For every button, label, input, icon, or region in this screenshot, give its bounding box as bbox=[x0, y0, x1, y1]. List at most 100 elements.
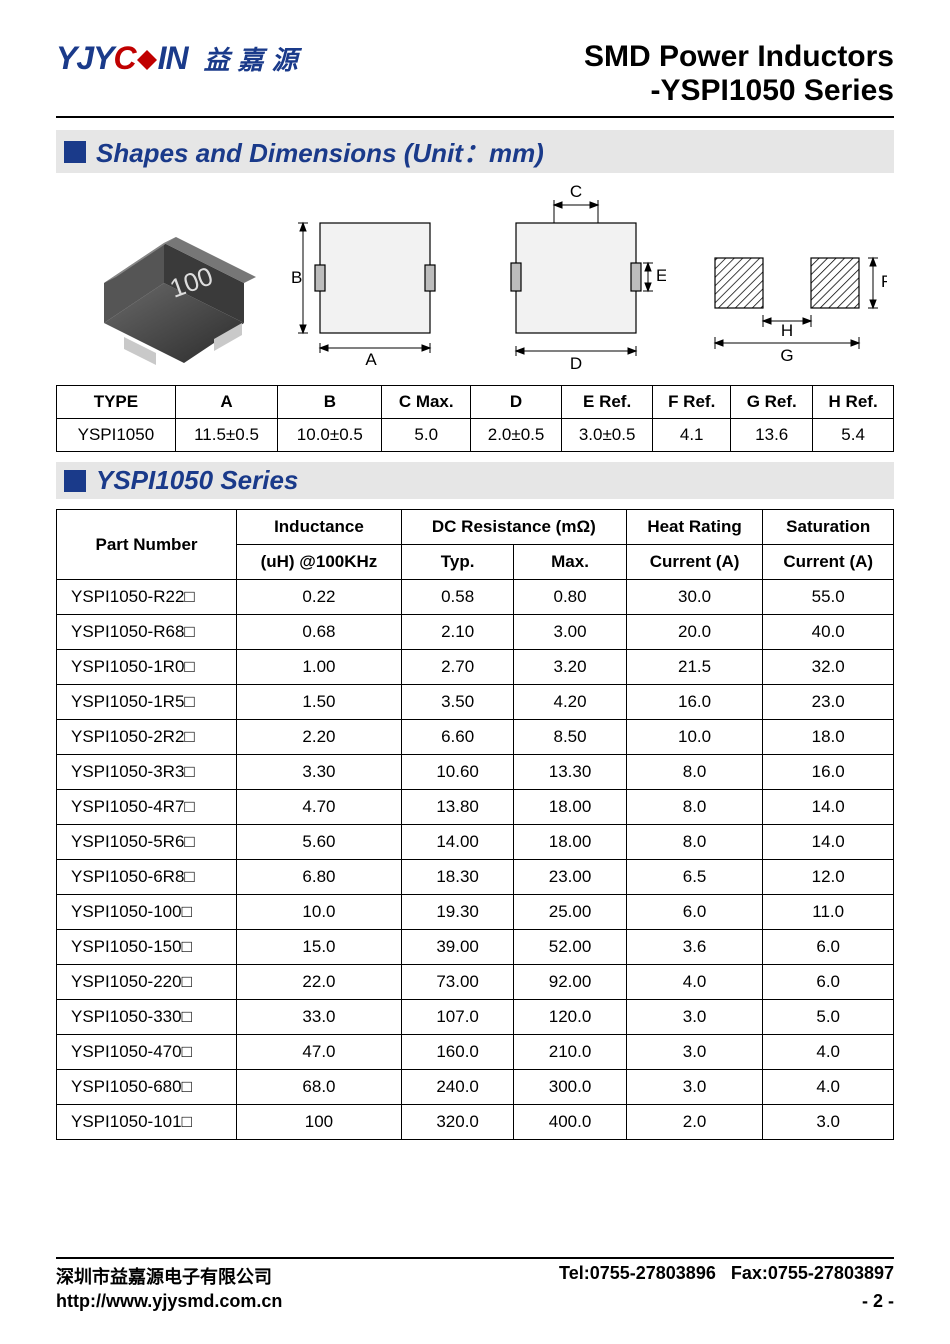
series-td: 16.0 bbox=[763, 755, 894, 790]
table-row: YSPI1050-3R3□3.3010.6013.308.016.0 bbox=[57, 755, 894, 790]
series-td: 3.0 bbox=[626, 1035, 763, 1070]
series-td: 13.30 bbox=[514, 755, 626, 790]
section-series-title: YSPI1050 Series bbox=[96, 465, 298, 496]
inductor-photo-icon: 100 bbox=[64, 203, 264, 373]
page: YJYC IN 益嘉源 SMD Power Inductors -YSPI105… bbox=[0, 0, 950, 1170]
series-td: 300.0 bbox=[514, 1070, 626, 1105]
series-td: 2.0 bbox=[626, 1105, 763, 1140]
series-td-pn: YSPI1050-4R7□ bbox=[57, 790, 237, 825]
series-td: 3.50 bbox=[401, 685, 513, 720]
footer-contact: Tel:0755-27803896 Fax:0755-27803897 bbox=[559, 1263, 894, 1289]
series-td: 2.20 bbox=[237, 720, 402, 755]
series-td: 3.20 bbox=[514, 650, 626, 685]
series-td: 92.00 bbox=[514, 965, 626, 1000]
series-th: Heat Rating bbox=[626, 510, 763, 545]
table-row: YSPI1050-100□10.019.3025.006.011.0 bbox=[57, 895, 894, 930]
series-td: 18.00 bbox=[514, 825, 626, 860]
series-td-pn: YSPI1050-470□ bbox=[57, 1035, 237, 1070]
series-th: DC Resistance (mΩ) bbox=[401, 510, 626, 545]
series-td: 73.00 bbox=[401, 965, 513, 1000]
diagram-cde: C D E bbox=[476, 183, 666, 373]
label-d: D bbox=[569, 354, 581, 373]
series-td: 6.60 bbox=[401, 720, 513, 755]
series-th-pn: Part Number bbox=[57, 510, 237, 580]
series-td: 3.0 bbox=[626, 1070, 763, 1105]
series-td-pn: YSPI1050-3R3□ bbox=[57, 755, 237, 790]
series-table: Part NumberInductanceDC Resistance (mΩ)H… bbox=[56, 509, 894, 1140]
series-td: 1.50 bbox=[237, 685, 402, 720]
section-series: YSPI1050 Series bbox=[56, 462, 894, 499]
dim-th: A bbox=[175, 386, 277, 419]
label-e: E bbox=[656, 266, 666, 285]
series-td: 240.0 bbox=[401, 1070, 513, 1105]
series-td: 100 bbox=[237, 1105, 402, 1140]
series-td: 52.00 bbox=[514, 930, 626, 965]
footer-company: 深圳市益嘉源电子有限公司 bbox=[56, 1263, 272, 1289]
series-td: 16.0 bbox=[626, 685, 763, 720]
table-row: YSPI1050-1R5□1.503.504.2016.023.0 bbox=[57, 685, 894, 720]
series-td: 4.20 bbox=[514, 685, 626, 720]
table-row: YSPI1050-680□68.0240.0300.03.04.0 bbox=[57, 1070, 894, 1105]
series-td: 4.0 bbox=[626, 965, 763, 1000]
series-td: 47.0 bbox=[237, 1035, 402, 1070]
title-block: SMD Power Inductors -YSPI1050 Series bbox=[584, 40, 894, 108]
series-td-pn: YSPI1050-101□ bbox=[57, 1105, 237, 1140]
series-td: 18.30 bbox=[401, 860, 513, 895]
series-td: 8.0 bbox=[626, 825, 763, 860]
diagrams: 100 A bbox=[56, 183, 894, 373]
series-td: 23.0 bbox=[763, 685, 894, 720]
series-td-pn: YSPI1050-5R6□ bbox=[57, 825, 237, 860]
series-td: 8.50 bbox=[514, 720, 626, 755]
series-td: 14.0 bbox=[763, 825, 894, 860]
series-td-pn: YSPI1050-330□ bbox=[57, 1000, 237, 1035]
series-td: 400.0 bbox=[514, 1105, 626, 1140]
series-td: 15.0 bbox=[237, 930, 402, 965]
series-td: 3.0 bbox=[626, 1000, 763, 1035]
series-td: 1.00 bbox=[237, 650, 402, 685]
series-th2: Typ. bbox=[401, 545, 513, 580]
series-td-pn: YSPI1050-6R8□ bbox=[57, 860, 237, 895]
dim-td: 5.0 bbox=[382, 419, 471, 452]
series-td-pn: YSPI1050-220□ bbox=[57, 965, 237, 1000]
label-h: H bbox=[780, 321, 792, 340]
header-divider bbox=[56, 116, 894, 118]
series-td: 0.58 bbox=[401, 580, 513, 615]
dim-th: TYPE bbox=[57, 386, 176, 419]
table-row: YSPI1050-5R6□5.6014.0018.008.014.0 bbox=[57, 825, 894, 860]
footer-tel: Tel:0755-27803896 bbox=[559, 1263, 716, 1283]
logo-cn: 益嘉源 bbox=[204, 40, 306, 77]
series-td: 55.0 bbox=[763, 580, 894, 615]
logo-p2: C bbox=[113, 40, 135, 77]
series-td: 39.00 bbox=[401, 930, 513, 965]
series-td: 3.0 bbox=[763, 1105, 894, 1140]
series-td: 160.0 bbox=[401, 1035, 513, 1070]
table-row: YSPI1050-330□33.0107.0120.03.05.0 bbox=[57, 1000, 894, 1035]
series-td: 120.0 bbox=[514, 1000, 626, 1035]
dim-th: E Ref. bbox=[562, 386, 653, 419]
series-td: 11.0 bbox=[763, 895, 894, 930]
series-td: 4.0 bbox=[763, 1070, 894, 1105]
dim-td: YSPI1050 bbox=[57, 419, 176, 452]
series-td: 14.00 bbox=[401, 825, 513, 860]
section-shapes-title: Shapes and Dimensions (Unit：mm) bbox=[96, 133, 544, 170]
dim-th: G Ref. bbox=[731, 386, 813, 419]
series-td: 10.0 bbox=[237, 895, 402, 930]
series-th2: Max. bbox=[514, 545, 626, 580]
series-td: 3.30 bbox=[237, 755, 402, 790]
label-a: A bbox=[365, 350, 377, 369]
series-td: 10.0 bbox=[626, 720, 763, 755]
header: YJYC IN 益嘉源 SMD Power Inductors -YSPI105… bbox=[56, 40, 894, 108]
series-td-pn: YSPI1050-1R0□ bbox=[57, 650, 237, 685]
series-td: 2.70 bbox=[401, 650, 513, 685]
series-td: 20.0 bbox=[626, 615, 763, 650]
label-c: C bbox=[569, 183, 581, 201]
label-b: B bbox=[291, 268, 302, 287]
series-td: 6.80 bbox=[237, 860, 402, 895]
dim-th: F Ref. bbox=[653, 386, 731, 419]
dim-td: 5.4 bbox=[813, 419, 894, 452]
dim-td: 3.0±0.5 bbox=[562, 419, 653, 452]
series-td: 0.68 bbox=[237, 615, 402, 650]
series-td: 19.30 bbox=[401, 895, 513, 930]
series-td: 30.0 bbox=[626, 580, 763, 615]
series-td: 18.00 bbox=[514, 790, 626, 825]
